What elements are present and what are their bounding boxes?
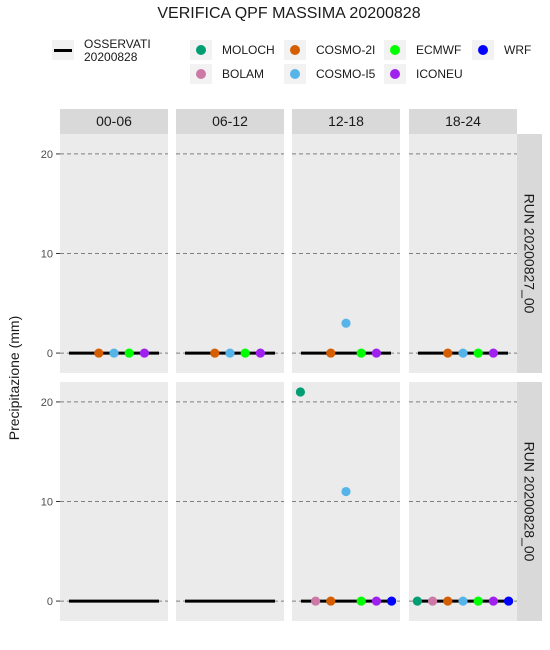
legend-label-cosmo-2i: COSMO-2I [316,43,376,57]
y-tick-label: 10 [41,249,53,261]
row-strip-1 [517,134,542,373]
column-strip-18-24 [409,109,517,134]
y-tick-label: 0 [47,348,53,360]
point-cosmo-2i [94,348,104,358]
legend-label-cosmo-i5: COSMO-I5 [316,67,376,81]
legend-label-ecmwf: ECMWF [416,43,462,57]
legend-dot-cosmo-i5 [290,69,300,79]
column-strip-06-12 [176,109,284,134]
legend-dot-cosmo-2i [290,45,300,55]
point-ecmwf [356,596,366,606]
column-strip-label: 00-06 [96,113,132,129]
point-cosmo-2i [326,596,336,606]
point-bolam [428,596,438,606]
point-moloch [295,387,305,397]
legend-observed-label: OSSERVATI 20200828 [84,37,151,64]
point-cosmo-i5 [341,486,351,497]
legend-observed-key [52,40,74,60]
point-ecmwf [473,596,483,606]
legend-label-moloch: MOLOCH [222,43,275,57]
y-tick-label: 20 [41,397,53,409]
point-cosmo-i5 [225,348,235,358]
legend-dot-moloch [196,45,206,55]
y-tick-label: 0 [47,596,53,608]
legend-label-iconeu: ICONEU [416,67,463,81]
point-moloch [412,596,422,606]
column-strip-label: 12-18 [328,113,364,129]
legend-key-cosmo-i5 [284,64,306,84]
point-wrf [504,596,514,606]
point-cosmo-i5 [458,596,468,606]
point-cosmo-2i [210,348,220,358]
point-cosmo-i5 [458,348,468,358]
chart-title: VERIFICA QPF MASSIMA 20200828 [157,5,421,22]
row-strip-label: RUN 20200828_00 [522,442,538,562]
legend-dot-bolam [196,69,206,79]
column-strip-00-06 [60,109,168,134]
point-cosmo-2i [443,596,453,606]
y-tick-label: 20 [41,149,53,161]
point-ecmwf [240,348,250,358]
row-strip-label: RUN 20200827_00 [522,194,538,314]
point-ecmwf [473,348,483,358]
point-cosmo-i5 [341,318,351,328]
legend-key-bolam [190,64,212,84]
point-iconeu [488,348,498,358]
legend-key-wrf [472,40,494,60]
point-bolam [311,596,321,606]
row-strip-2 [517,382,542,621]
column-strip-label: 18-24 [445,113,481,129]
legend-key-iconeu [384,64,406,84]
point-iconeu [371,348,381,358]
point-ecmwf [124,348,134,358]
y-tick-label: 10 [41,497,53,509]
point-cosmo-2i [443,348,453,358]
point-cosmo-2i [326,348,336,358]
legend-label-bolam: BOLAM [222,67,265,81]
legend-key-moloch [190,40,212,60]
legend-key-ecmwf [384,40,406,60]
point-iconeu [488,596,498,606]
legend-dot-wrf [478,45,488,55]
point-cosmo-i5 [109,348,119,358]
legend-key-cosmo-2i [284,40,306,60]
legend-label-wrf: WRF [504,43,532,57]
legend-dot-iconeu [390,69,400,79]
point-ecmwf [356,348,366,358]
column-strip-12-18 [292,109,400,134]
point-iconeu [139,348,149,358]
point-iconeu [255,348,265,358]
legend-dot-ecmwf [390,45,400,55]
point-iconeu [371,596,381,606]
column-strip-label: 06-12 [212,113,248,129]
point-wrf [387,596,397,606]
